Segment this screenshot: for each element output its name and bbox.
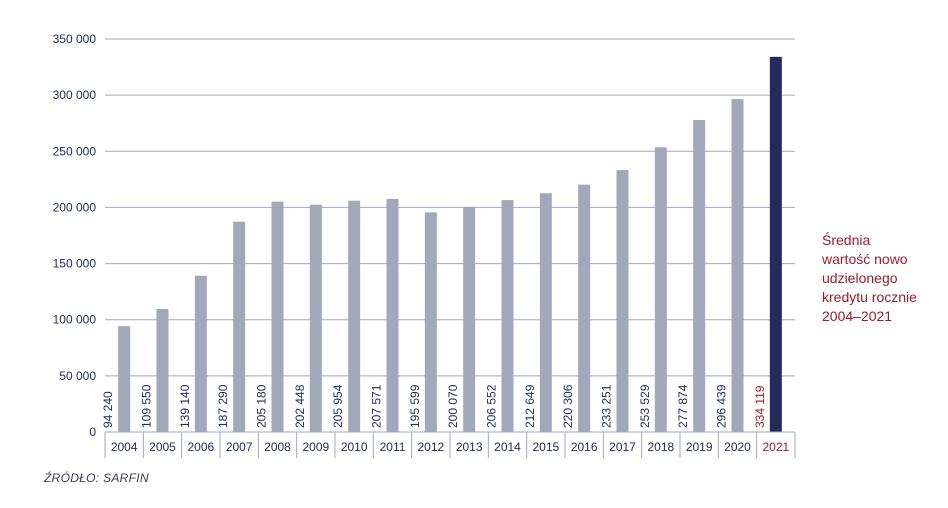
bar-2012 xyxy=(424,212,437,432)
value-label-2009: 202 448 xyxy=(293,384,307,428)
x-tick-label: 2020 xyxy=(724,440,751,454)
x-tick-label: 2013 xyxy=(456,440,483,454)
bars xyxy=(118,56,782,433)
value-label-2007: 187 290 xyxy=(216,384,230,428)
value-label-2020: 296 439 xyxy=(715,384,729,428)
bar-2007 xyxy=(233,221,246,432)
x-tick-label: 2008 xyxy=(264,440,291,454)
x-tick-label: 2004 xyxy=(111,440,138,454)
y-tick-label: 250 000 xyxy=(53,144,97,158)
y-tick-label: 300 000 xyxy=(53,88,97,102)
bar-2019 xyxy=(693,119,706,433)
value-label-2017: 233 251 xyxy=(600,384,614,428)
value-label-2021: 334 119 xyxy=(753,385,767,428)
value-label-2010: 205 954 xyxy=(331,384,345,428)
bar-2009 xyxy=(309,204,322,432)
bar-2016 xyxy=(578,184,591,432)
value-label-2011: 207 571 xyxy=(370,384,384,428)
x-tick-label: 2021 xyxy=(762,440,789,454)
x-axis: 2004 2005 2006 2007 2008 2009 2010 2011 2012 2013… xyxy=(104,431,796,458)
x-tick-label: 2018 xyxy=(647,440,674,454)
x-tick-label: 2009 xyxy=(302,440,329,454)
bar-2021 xyxy=(769,56,782,433)
bar-2017 xyxy=(616,170,629,432)
bar-2018 xyxy=(654,147,667,432)
x-tick-label: 2012 xyxy=(417,440,444,454)
value-label-2019: 277 874 xyxy=(676,384,690,428)
bar-2011 xyxy=(386,198,399,432)
bar-2010 xyxy=(348,200,361,432)
value-label-2012: 195 599 xyxy=(408,384,422,428)
value-label-2014: 206 552 xyxy=(485,384,499,428)
bar-2006 xyxy=(194,275,207,432)
y-tick-label: 50 000 xyxy=(59,369,96,383)
x-tick-label: 2007 xyxy=(226,440,253,454)
value-label-2013: 200 070 xyxy=(446,384,460,428)
chart-annotation: Średnia wartość nowo udzielonego kredytu… xyxy=(822,232,917,324)
value-label-2018: 253 529 xyxy=(638,384,652,428)
x-tick-label: 2005 xyxy=(149,440,176,454)
bar-value-labels: 94 240 109 550 139 140 187 290 205 180 202 44… xyxy=(101,384,767,428)
bar-2008 xyxy=(271,201,284,432)
y-tick-label: 350 000 xyxy=(53,32,97,46)
x-tick-label: 2010 xyxy=(341,440,368,454)
source-note: ŹRÓDŁO: SARFIN xyxy=(44,471,149,485)
value-label-2004: 94 240 xyxy=(101,391,115,428)
y-tick-label: 200 000 xyxy=(53,200,97,214)
value-label-2006: 139 140 xyxy=(178,384,192,428)
value-label-2015: 212 649 xyxy=(523,384,537,428)
y-tick-label: 0 xyxy=(89,425,96,439)
y-axis-tick-labels: 0 50 000 100 000 150 000 200 000 250 000 300 0… xyxy=(53,32,97,439)
bar-2014 xyxy=(501,200,514,432)
y-tick-label: 150 000 xyxy=(53,257,97,271)
bar-2013 xyxy=(463,207,476,432)
x-tick-label: 2017 xyxy=(609,440,636,454)
x-tick-label: 2014 xyxy=(494,440,521,454)
x-tick-label: 2019 xyxy=(686,440,713,454)
gridlines xyxy=(105,38,795,433)
bar-2004 xyxy=(118,326,131,432)
bar-2015 xyxy=(539,193,552,432)
bar-2005 xyxy=(156,308,169,432)
x-tick-label: 2006 xyxy=(187,440,214,454)
value-label-2016: 220 306 xyxy=(561,384,575,428)
x-tick-label: 2015 xyxy=(532,440,559,454)
value-label-2005: 109 550 xyxy=(140,384,154,428)
bar-2020 xyxy=(731,99,744,432)
y-tick-label: 100 000 xyxy=(53,313,97,327)
x-tick-label: 2011 xyxy=(380,440,406,454)
x-tick-label: 2016 xyxy=(571,440,598,454)
value-label-2008: 205 180 xyxy=(255,384,269,428)
